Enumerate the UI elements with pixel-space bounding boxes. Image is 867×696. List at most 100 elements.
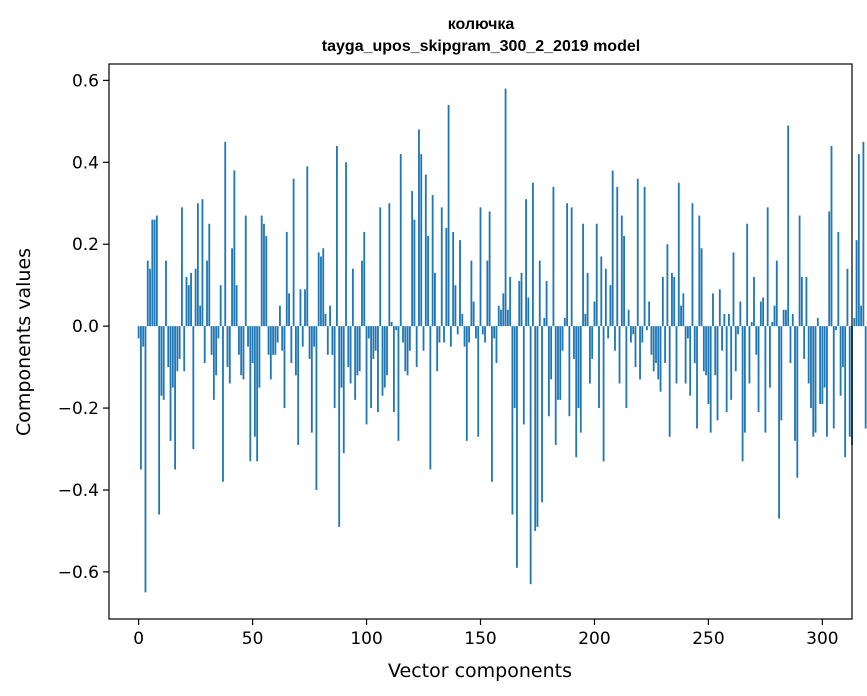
bar-238 (680, 305, 682, 327)
bar-187 (563, 317, 566, 327)
bar-179 (545, 281, 548, 327)
bar-255 (718, 289, 721, 327)
bar-233 (668, 326, 671, 437)
bar-223 (645, 326, 648, 331)
bar-39 (226, 326, 229, 368)
bar-128 (429, 326, 432, 470)
y-tick-label-1: −0.4 (58, 481, 99, 501)
bar-76 (310, 326, 313, 433)
bar-266 (743, 326, 746, 433)
bar-180 (547, 326, 550, 417)
bar-277 (769, 326, 771, 388)
bar-263 (737, 326, 739, 335)
bar-141 (459, 240, 461, 327)
bar-173 (532, 182, 534, 327)
bar-137 (449, 326, 452, 347)
bar-257 (723, 313, 726, 327)
bar-95 (354, 326, 357, 400)
bar-259 (728, 313, 730, 327)
bar-316 (857, 154, 860, 327)
bar-5 (149, 268, 151, 327)
bar-250 (707, 326, 710, 404)
bar-30 (206, 260, 208, 327)
bar-196 (584, 313, 587, 327)
bar-262 (734, 326, 737, 372)
bar-150 (479, 207, 482, 327)
bar-107 (381, 326, 384, 396)
bar-289 (796, 326, 799, 478)
y-tick-label-5: 0.4 (72, 153, 99, 173)
bar-297 (814, 326, 817, 433)
bar-319 (864, 326, 867, 429)
bar-156 (493, 326, 496, 339)
bar-195 (582, 223, 584, 327)
bar-16 (174, 326, 176, 470)
bar-127 (427, 236, 429, 327)
bar-80 (320, 256, 322, 327)
bar-174 (534, 326, 537, 531)
bar-163 (509, 276, 512, 327)
bar-242 (689, 326, 692, 396)
bar-270 (753, 276, 755, 327)
bar-37 (222, 326, 224, 482)
bar-252 (712, 293, 714, 327)
chart-title: колючка (448, 16, 515, 33)
bar-73 (304, 289, 306, 327)
bar-220 (639, 326, 641, 380)
bar-103 (372, 326, 375, 359)
bar-279 (773, 305, 776, 327)
bar-89 (340, 326, 343, 388)
bar-129 (431, 195, 434, 327)
x-tick-label-0: 0 (133, 629, 144, 649)
bar-116 (402, 326, 404, 343)
bar-184 (557, 326, 559, 400)
bar-134 (443, 326, 445, 343)
bar-161 (504, 88, 507, 327)
bar-186 (561, 326, 564, 351)
bar-70 (297, 326, 300, 445)
bar-68 (292, 178, 295, 327)
bar-243 (691, 203, 694, 327)
x-tick-label-150: 150 (464, 629, 496, 649)
bar-8 (155, 215, 158, 327)
bar-301 (823, 326, 826, 388)
bar-96 (356, 326, 359, 376)
bar-302 (826, 326, 828, 437)
bar-48 (247, 326, 249, 347)
bar-123 (418, 129, 420, 327)
bar-185 (559, 326, 562, 400)
bar-74 (306, 166, 309, 327)
bar-35 (217, 326, 220, 339)
bar-237 (677, 182, 680, 327)
bar-167 (518, 281, 521, 327)
bar-83 (326, 326, 329, 355)
bar-93 (349, 326, 352, 384)
plot-frame (108, 63, 853, 620)
bar-106 (379, 207, 382, 327)
bar-9 (158, 326, 161, 515)
bar-314 (853, 317, 856, 327)
bar-71 (299, 289, 302, 327)
bar-299 (819, 326, 821, 404)
bar-23 (190, 272, 192, 327)
bar-248 (702, 326, 705, 372)
bar-45 (240, 326, 243, 376)
bar-194 (579, 326, 582, 433)
bar-4 (146, 260, 149, 327)
bar-119 (408, 326, 411, 351)
bar-19 (181, 207, 183, 327)
bar-249 (705, 326, 708, 376)
bar-46 (242, 326, 245, 380)
bar-264 (739, 301, 742, 327)
bar-209 (614, 326, 616, 351)
bar-182 (552, 186, 555, 327)
bar-206 (607, 326, 610, 339)
bar-21 (185, 276, 188, 327)
bar-303 (828, 211, 831, 327)
bar-18 (178, 326, 181, 359)
bar-268 (748, 326, 751, 384)
bar-34 (215, 326, 218, 376)
bar-153 (486, 260, 489, 327)
bar-298 (816, 317, 819, 327)
